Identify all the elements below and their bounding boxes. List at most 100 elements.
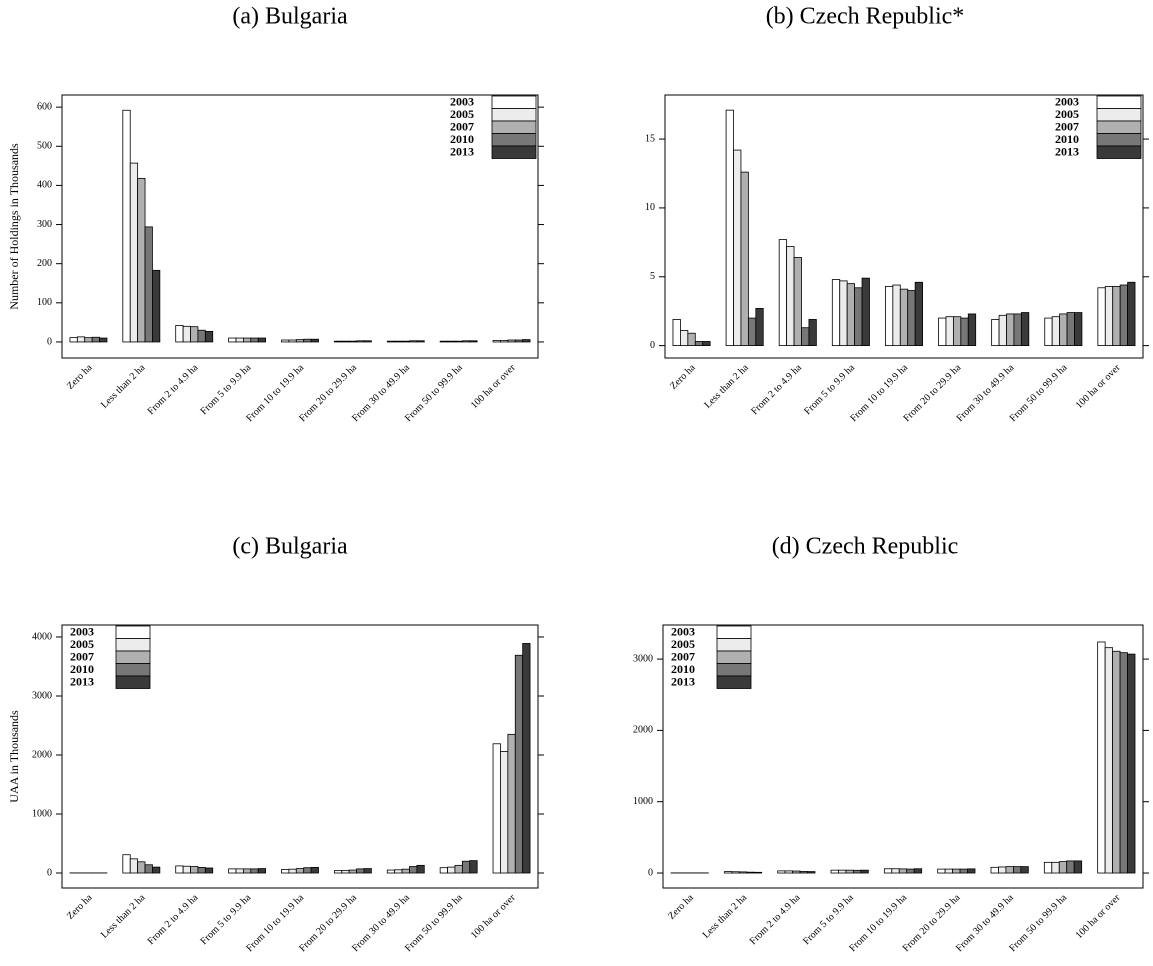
y-tick-label: 1000 xyxy=(32,808,52,819)
bar xyxy=(906,868,915,874)
bar xyxy=(1104,647,1113,874)
bar xyxy=(363,868,372,874)
bar xyxy=(281,869,290,874)
bar xyxy=(175,865,184,874)
bar xyxy=(416,864,425,874)
x-tick-label: Less than 2 ha xyxy=(99,362,148,411)
bar xyxy=(386,340,396,343)
bar xyxy=(152,269,161,343)
bar xyxy=(341,340,350,343)
x-tick-label: From 30 to 49.9 ha xyxy=(350,892,412,954)
y-tick-label: 3000 xyxy=(633,653,653,664)
bar xyxy=(1013,313,1022,347)
y-tick-label: 5 xyxy=(650,271,655,282)
y-tick-label: 2000 xyxy=(32,749,52,760)
bar xyxy=(1059,313,1068,347)
bar xyxy=(830,869,839,874)
bar xyxy=(792,870,801,874)
bar xyxy=(702,341,711,347)
bar xyxy=(799,871,808,874)
bar xyxy=(303,338,312,343)
bar xyxy=(401,868,410,874)
legend-swatch xyxy=(1096,95,1142,109)
bar xyxy=(753,871,763,874)
legend-label: 2013 xyxy=(450,144,474,158)
bar xyxy=(386,869,396,874)
bar xyxy=(303,867,312,874)
bar xyxy=(356,340,365,343)
bar xyxy=(861,277,870,347)
bar xyxy=(1112,285,1121,347)
bar xyxy=(228,337,237,343)
bar xyxy=(1119,284,1128,347)
bar xyxy=(394,340,403,343)
bar xyxy=(182,325,191,343)
x-tick-label: Zero ha xyxy=(65,892,95,922)
bar xyxy=(1119,652,1128,874)
bar xyxy=(197,867,206,874)
bar xyxy=(725,109,734,347)
bar xyxy=(778,239,788,347)
bar xyxy=(333,870,343,874)
bar xyxy=(492,339,501,343)
bar xyxy=(831,279,841,347)
bar xyxy=(363,340,372,343)
legend-swatch xyxy=(1096,145,1142,159)
bar xyxy=(945,316,954,347)
bar xyxy=(731,871,740,874)
bar xyxy=(341,869,350,874)
bar xyxy=(845,869,854,874)
legend-swatch xyxy=(491,120,537,134)
legend-label: 2003 xyxy=(671,624,695,638)
x-tick-label: From 50 to 99.9 ha xyxy=(403,362,465,424)
bar xyxy=(76,336,86,343)
legend-label: 2005 xyxy=(450,107,474,121)
legend-label: 2007 xyxy=(671,649,695,663)
y-tick-label: 2000 xyxy=(633,725,653,736)
bar xyxy=(439,867,448,874)
x-tick-label: From 20 to 29.9 ha xyxy=(901,892,963,954)
bar xyxy=(1127,653,1136,874)
y-tick-label: 1000 xyxy=(633,796,653,807)
y-tick-label: 10 xyxy=(645,202,655,213)
y-tick-label: 4000 xyxy=(32,631,52,642)
panel-title: (d) Czech Republic xyxy=(772,534,959,560)
legend-swatch xyxy=(716,625,752,639)
x-tick-label: From 2 to 4.9 ha xyxy=(748,892,803,947)
legend-label: 2003 xyxy=(70,624,94,638)
bar xyxy=(853,869,862,874)
bar xyxy=(235,337,244,343)
bar xyxy=(1043,861,1053,874)
bar xyxy=(99,337,108,343)
bar xyxy=(801,327,810,347)
bar xyxy=(197,329,206,343)
bar xyxy=(69,337,78,343)
bar xyxy=(447,866,456,874)
x-tick-label: From 2 to 4.9 ha xyxy=(146,362,201,417)
bar xyxy=(288,339,297,343)
legend-label: 2007 xyxy=(70,649,94,663)
x-tick-label: 100 ha or over xyxy=(469,362,518,411)
bar xyxy=(860,869,869,874)
x-tick-label: From 20 to 29.9 ha xyxy=(297,892,359,954)
bar xyxy=(243,337,252,343)
bar xyxy=(1058,861,1068,874)
bar xyxy=(454,864,463,874)
y-tick-label: 600 xyxy=(37,101,52,112)
bar xyxy=(409,866,418,874)
legend-label: 2013 xyxy=(1055,144,1079,158)
bar xyxy=(310,338,319,343)
x-tick-label: From 10 to 19.9 ha xyxy=(244,362,306,424)
legend-label: 2005 xyxy=(671,637,695,651)
y-tick-label: 200 xyxy=(37,258,52,269)
bar xyxy=(998,866,1007,874)
y-tick-label: 400 xyxy=(37,180,52,191)
bar xyxy=(740,171,749,347)
bar xyxy=(235,868,244,874)
x-tick-label: From 5 to 9.9 ha xyxy=(199,892,254,947)
y-tick-label: 0 xyxy=(650,340,655,351)
plot-frame xyxy=(61,624,539,889)
bar xyxy=(1051,861,1060,874)
legend-swatch xyxy=(716,638,752,652)
bar xyxy=(1074,312,1083,347)
